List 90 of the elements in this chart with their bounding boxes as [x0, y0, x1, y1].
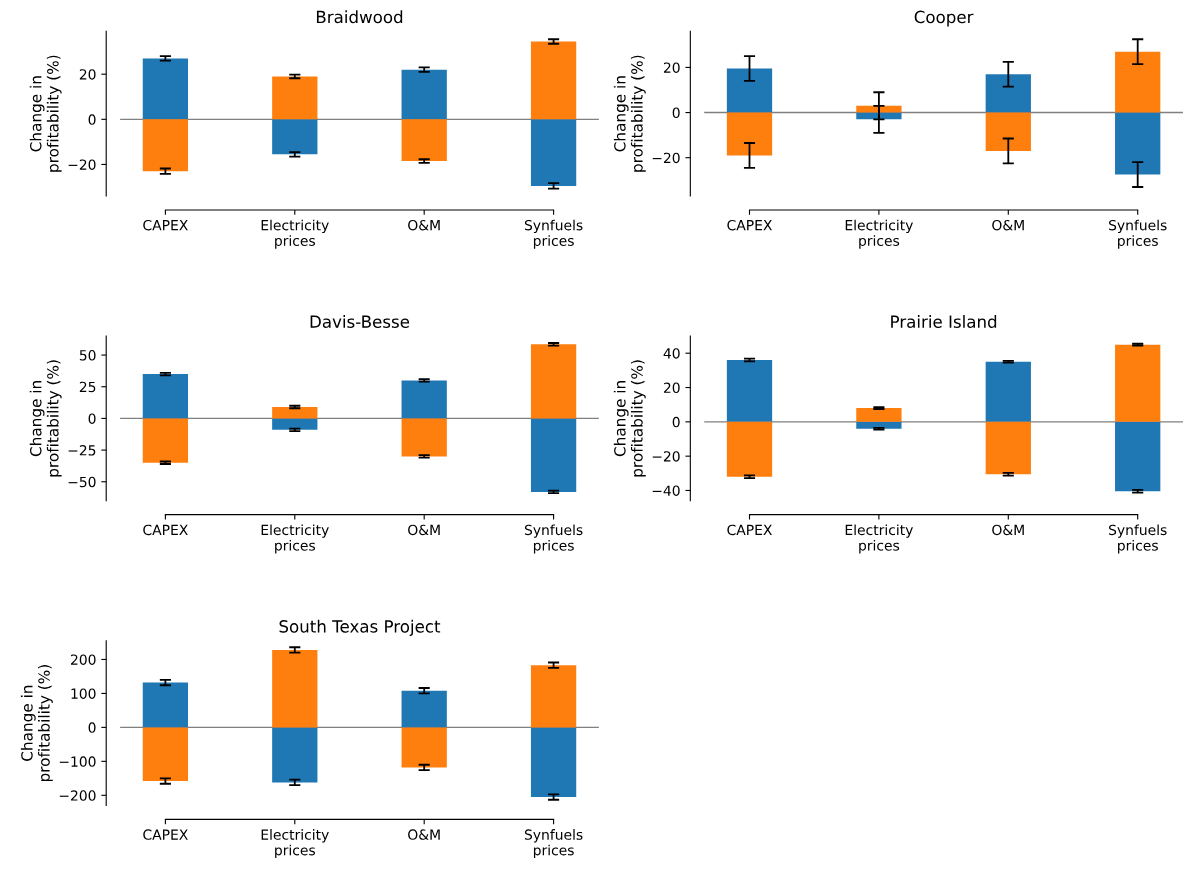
y-tick-label: 40	[663, 348, 680, 359]
x-tick-label: Electricity prices	[261, 219, 329, 249]
chart-title: Cooper	[914, 10, 974, 27]
y-axis-title: Change in profitability (%)	[29, 360, 62, 477]
x-tick-label: Synfuels prices	[1109, 219, 1167, 249]
x-tick-label: O&M	[992, 524, 1024, 536]
bar	[272, 649, 318, 728]
x-tick-label: Electricity prices	[261, 524, 329, 554]
y-tick-label: 25	[79, 381, 96, 393]
y-tick-label: −20	[652, 451, 680, 462]
y-tick-label: −50	[68, 476, 96, 488]
bar	[272, 407, 318, 419]
y-tick-label: 20	[663, 62, 680, 73]
x-tick-label: CAPEX	[143, 524, 188, 536]
bar	[530, 727, 577, 798]
x-tick-label: CAPEX	[143, 829, 188, 840]
x-tick-label: Synfuels prices	[1109, 524, 1167, 554]
bar	[142, 682, 189, 728]
bar	[142, 727, 189, 782]
x-tick-label: Synfuels prices	[524, 219, 583, 249]
y-tick-label: 0	[88, 413, 96, 424]
bar	[530, 344, 577, 419]
bar	[142, 119, 189, 172]
bar	[530, 418, 577, 492]
y-tick-label: 0	[88, 722, 96, 733]
chart-title: Prairie Island	[891, 315, 997, 328]
bar	[726, 360, 773, 422]
x-tick-label: O&M	[408, 524, 440, 536]
y-tick-label: 0	[672, 416, 680, 428]
y-tick-label: 200	[71, 654, 96, 665]
y-axis-title: Change in profitability (%)	[613, 360, 646, 477]
y-tick-label: 0	[88, 114, 96, 125]
bar	[272, 727, 318, 783]
bar	[985, 361, 1031, 422]
bar	[142, 58, 189, 120]
bar	[401, 380, 447, 419]
bar	[401, 69, 447, 120]
y-tick-label: 20	[79, 69, 96, 80]
bar	[856, 105, 902, 113]
y-tick-label: −200	[59, 790, 96, 801]
y-tick-label: 100	[71, 688, 96, 699]
bar	[272, 119, 318, 155]
x-tick-label: O&M	[408, 829, 440, 840]
y-tick-label: −20	[68, 159, 96, 170]
bar	[985, 112, 1031, 151]
y-tick-label: 50	[79, 350, 96, 361]
bar	[272, 76, 318, 120]
bar	[142, 374, 189, 419]
chart-title: Davis-Besse	[310, 315, 410, 328]
y-tick-label: −25	[68, 445, 96, 456]
bar	[401, 690, 447, 728]
x-tick-label: Electricity prices	[261, 829, 329, 859]
x-tick-label: O&M	[408, 219, 440, 231]
y-axis-title: Change in profitability (%)	[613, 55, 646, 172]
bar	[142, 418, 189, 463]
chart-title: Braidwood	[316, 10, 403, 24]
bar	[530, 665, 577, 728]
bar	[1115, 344, 1161, 422]
x-tick-label: Electricity prices	[845, 219, 913, 249]
bar	[726, 421, 773, 477]
x-tick-label: Synfuels prices	[524, 829, 583, 859]
bar	[856, 421, 902, 429]
y-axis-title: Change in profitability (%)	[29, 55, 62, 172]
y-tick-label: −20	[652, 152, 680, 164]
bar	[530, 119, 577, 186]
x-tick-label: CAPEX	[727, 219, 772, 231]
bar	[401, 119, 447, 162]
x-tick-label: CAPEX	[727, 524, 772, 536]
y-axis-title: Change in profitability (%)	[20, 665, 53, 782]
bar	[726, 68, 773, 113]
bar	[401, 727, 447, 768]
bar	[1115, 112, 1161, 175]
y-tick-label: 20	[663, 382, 680, 393]
x-tick-label: CAPEX	[143, 219, 188, 231]
bar	[401, 418, 447, 457]
bar	[726, 112, 773, 156]
chart-title: South Texas Project	[279, 619, 441, 636]
bar	[272, 418, 318, 430]
x-tick-label: Electricity prices	[845, 524, 913, 554]
y-tick-label: −100	[59, 756, 96, 767]
bar	[1115, 421, 1161, 492]
bar	[1115, 51, 1161, 113]
y-tick-label: −40	[652, 485, 680, 496]
bar	[856, 408, 902, 422]
bar	[530, 41, 577, 120]
bar	[985, 421, 1031, 475]
x-tick-label: O&M	[992, 219, 1024, 231]
y-tick-label: 0	[672, 107, 680, 119]
bar	[985, 74, 1031, 113]
x-tick-label: Synfuels prices	[524, 524, 583, 554]
